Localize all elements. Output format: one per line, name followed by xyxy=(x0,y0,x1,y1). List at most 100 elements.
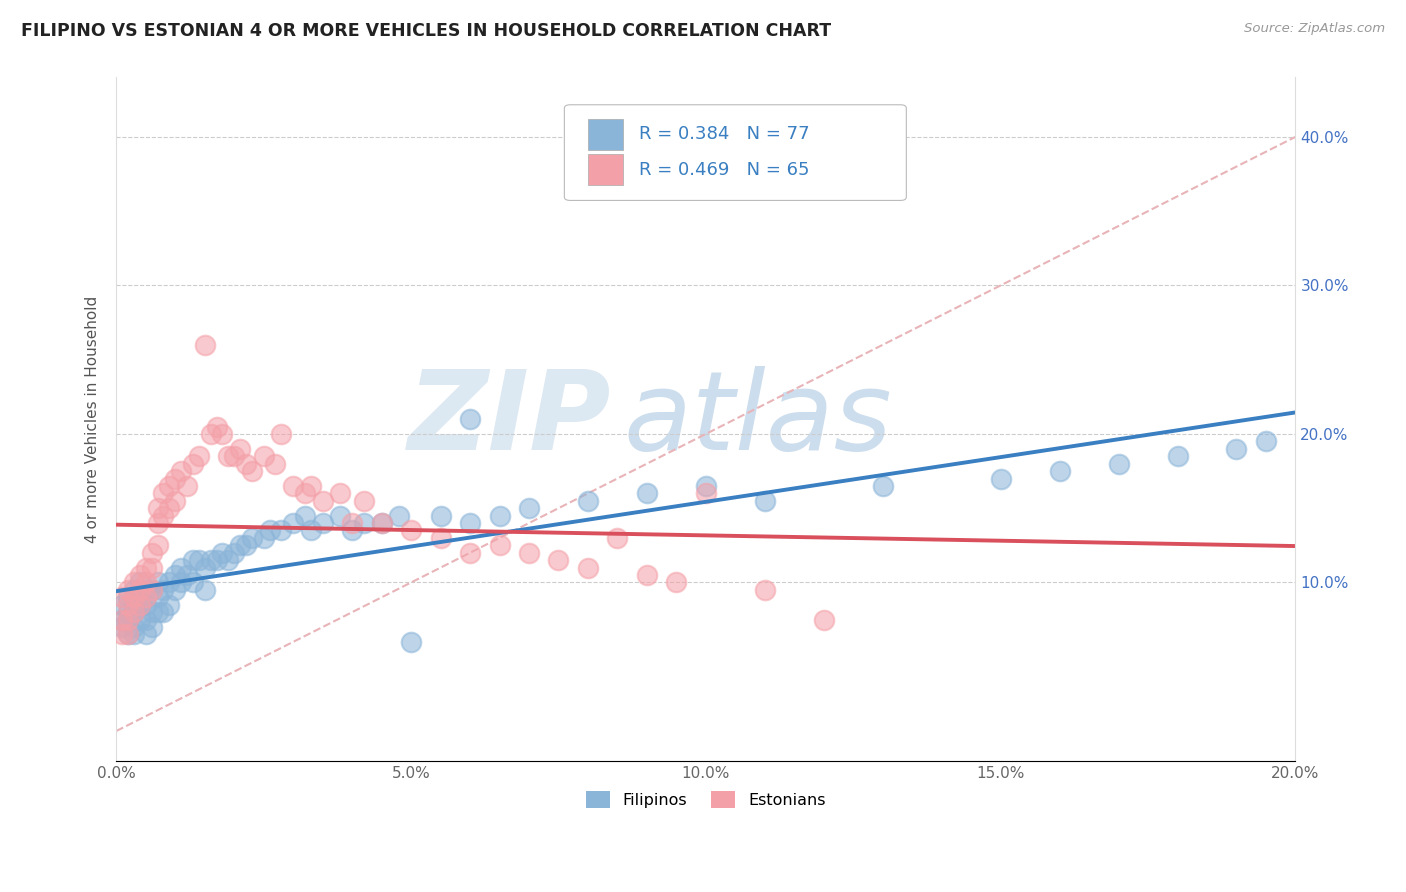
Point xyxy=(111,613,134,627)
Point xyxy=(111,613,134,627)
Point xyxy=(754,493,776,508)
Point xyxy=(353,516,375,530)
Point xyxy=(488,538,510,552)
Point xyxy=(217,553,239,567)
Point xyxy=(117,613,139,627)
Point xyxy=(181,575,204,590)
Point xyxy=(224,449,246,463)
Point xyxy=(122,591,145,605)
Point xyxy=(194,560,217,574)
Point xyxy=(217,449,239,463)
Point xyxy=(152,605,174,619)
Point xyxy=(141,605,163,619)
Point xyxy=(229,442,252,456)
Point xyxy=(128,598,150,612)
Point xyxy=(695,479,717,493)
Point xyxy=(517,546,540,560)
Point xyxy=(1254,434,1277,449)
Point xyxy=(270,426,292,441)
Point xyxy=(128,591,150,605)
Y-axis label: 4 or more Vehicles in Household: 4 or more Vehicles in Household xyxy=(86,295,100,542)
Point xyxy=(458,546,481,560)
Point xyxy=(117,613,139,627)
Point xyxy=(429,531,451,545)
Point xyxy=(1108,457,1130,471)
Point xyxy=(388,508,411,523)
Point xyxy=(429,508,451,523)
Point xyxy=(240,531,263,545)
Point xyxy=(636,486,658,500)
Point xyxy=(187,553,209,567)
Text: Source: ZipAtlas.com: Source: ZipAtlas.com xyxy=(1244,22,1385,36)
Point xyxy=(165,471,187,485)
Point xyxy=(152,486,174,500)
Point xyxy=(299,479,322,493)
Point xyxy=(311,493,333,508)
Point xyxy=(135,627,157,641)
Point xyxy=(1049,464,1071,478)
Point xyxy=(194,582,217,597)
Point xyxy=(695,486,717,500)
Point xyxy=(141,560,163,574)
Point xyxy=(329,486,352,500)
Point xyxy=(181,457,204,471)
Point xyxy=(872,479,894,493)
FancyBboxPatch shape xyxy=(588,119,623,150)
Point xyxy=(135,591,157,605)
Point xyxy=(117,627,139,641)
Point xyxy=(117,598,139,612)
Point xyxy=(270,524,292,538)
Point xyxy=(146,538,169,552)
Point xyxy=(146,605,169,619)
Point xyxy=(141,582,163,597)
Point xyxy=(205,419,228,434)
Point xyxy=(117,627,139,641)
Point xyxy=(1225,442,1247,456)
Point xyxy=(370,516,392,530)
Point xyxy=(128,568,150,582)
Point xyxy=(200,426,222,441)
Point xyxy=(141,582,163,597)
Point xyxy=(135,613,157,627)
Point xyxy=(157,575,180,590)
Point xyxy=(117,605,139,619)
Point xyxy=(128,613,150,627)
Point xyxy=(165,568,187,582)
Text: FILIPINO VS ESTONIAN 4 OR MORE VEHICLES IN HOUSEHOLD CORRELATION CHART: FILIPINO VS ESTONIAN 4 OR MORE VEHICLES … xyxy=(21,22,831,40)
Point xyxy=(211,546,233,560)
Point xyxy=(122,620,145,634)
FancyBboxPatch shape xyxy=(564,104,907,201)
Point xyxy=(135,560,157,574)
Point xyxy=(170,560,193,574)
Point xyxy=(399,635,422,649)
Point xyxy=(235,457,257,471)
Point xyxy=(187,449,209,463)
Point xyxy=(311,516,333,530)
Point xyxy=(181,553,204,567)
Point xyxy=(146,516,169,530)
Point xyxy=(141,546,163,560)
Point xyxy=(135,598,157,612)
Point xyxy=(259,524,281,538)
Point xyxy=(170,464,193,478)
Point xyxy=(211,426,233,441)
Point xyxy=(146,575,169,590)
Point xyxy=(1167,449,1189,463)
Point xyxy=(122,598,145,612)
Point xyxy=(205,553,228,567)
Point xyxy=(576,493,599,508)
Point xyxy=(299,524,322,538)
Point xyxy=(128,575,150,590)
Point xyxy=(264,457,287,471)
Point xyxy=(176,479,198,493)
Point xyxy=(281,479,304,493)
Point xyxy=(294,508,316,523)
Point xyxy=(517,501,540,516)
Point xyxy=(813,613,835,627)
Point xyxy=(170,575,193,590)
Point xyxy=(399,524,422,538)
Point xyxy=(117,591,139,605)
Point xyxy=(111,598,134,612)
Point xyxy=(294,486,316,500)
Point xyxy=(152,582,174,597)
